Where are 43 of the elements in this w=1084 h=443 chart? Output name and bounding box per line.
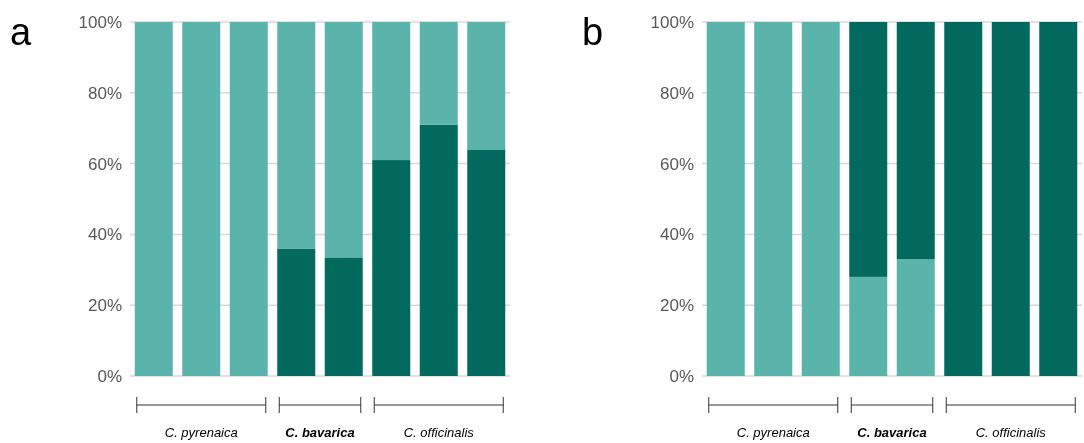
bar — [896, 22, 935, 260]
y-tick-label: 0% — [669, 366, 694, 386]
y-tick-label: 40% — [659, 225, 694, 245]
bar — [849, 22, 888, 277]
text: C. bavarica — [857, 425, 927, 440]
y-tick-label: 20% — [87, 296, 122, 316]
chart-title: b — [582, 11, 604, 53]
bar — [182, 22, 221, 376]
bar — [991, 22, 1030, 376]
bar — [277, 248, 316, 376]
text: C. pyrenaica — [736, 425, 810, 440]
y-tick-label: 20% — [659, 296, 694, 316]
bar — [944, 22, 983, 376]
bar — [754, 22, 793, 376]
bar — [324, 257, 363, 376]
y-tick-label: 40% — [87, 225, 122, 245]
y-tick-label: 80% — [659, 83, 694, 103]
text: C. officinalis — [975, 425, 1047, 440]
bar — [324, 22, 363, 258]
bar — [467, 22, 506, 150]
bar — [467, 149, 506, 376]
text: C. pyrenaica — [164, 425, 238, 440]
y-tick-label: 100% — [78, 12, 122, 32]
bar — [419, 22, 458, 125]
bar — [372, 22, 411, 161]
chart-title: a — [10, 11, 32, 53]
bar — [419, 124, 458, 376]
bar — [706, 22, 745, 376]
bar — [849, 276, 888, 376]
bar — [277, 22, 316, 249]
bar — [1039, 22, 1078, 376]
bar — [372, 160, 411, 376]
y-tick-label: 80% — [87, 83, 122, 103]
y-tick-label: 60% — [87, 154, 122, 174]
bar — [134, 22, 173, 376]
text: C. officinalis — [403, 425, 475, 440]
y-tick-label: 60% — [659, 154, 694, 174]
text: C. bavarica — [285, 425, 355, 440]
bar — [896, 259, 935, 376]
bar — [801, 22, 840, 376]
y-tick-label: 100% — [650, 12, 694, 32]
y-tick-label: 0% — [97, 366, 122, 386]
bar — [229, 22, 268, 376]
